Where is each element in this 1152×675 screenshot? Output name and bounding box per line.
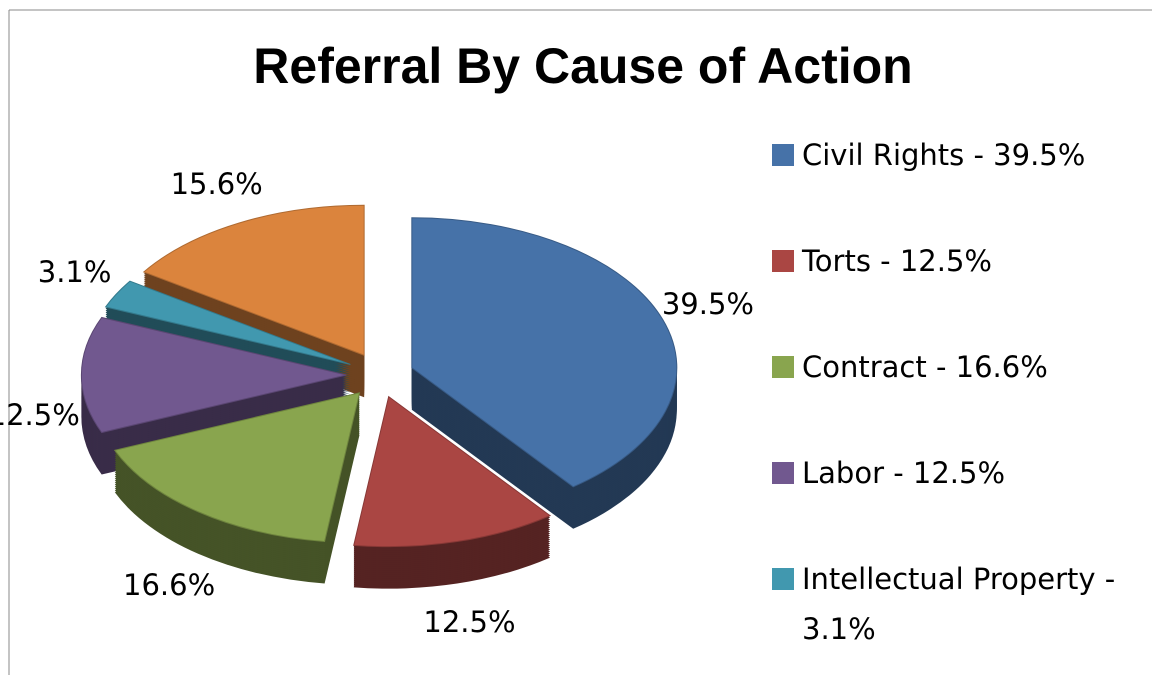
data-label: 12.5%	[0, 398, 80, 432]
legend-item: Intellectual Property - 3.1%	[772, 554, 1142, 660]
legend: Civil Rights - 39.5% Torts - 12.5% Contrac…	[772, 130, 1142, 660]
legend-label: Intellectual Property - 3.1%	[802, 562, 1116, 646]
data-label: 16.6%	[123, 568, 215, 602]
legend-label: Civil Rights - 39.5%	[802, 138, 1086, 172]
slice	[113, 392, 361, 542]
legend-item: Labor - 12.5%	[772, 448, 1142, 554]
legend-swatch	[772, 568, 794, 590]
slice	[142, 204, 365, 356]
legend-swatch	[772, 462, 794, 484]
slice	[104, 280, 351, 365]
pie	[80, 204, 678, 589]
slice	[80, 316, 347, 434]
data-label: 12.5%	[423, 605, 515, 639]
legend-item: Civil Rights - 39.5%	[772, 130, 1142, 236]
legend-label: Torts - 12.5%	[802, 244, 992, 278]
data-label: 39.5%	[662, 287, 754, 321]
slice	[353, 395, 552, 548]
legend-item: Torts - 12.5%	[772, 236, 1142, 342]
legend-label: Labor - 12.5%	[802, 456, 1006, 490]
slice	[411, 217, 678, 488]
legend-item: Contract - 16.6%	[772, 342, 1142, 448]
chart-title: Referral By Cause of Action	[253, 38, 912, 94]
data-label: 3.1%	[38, 255, 112, 289]
data-label: 15.6%	[171, 167, 263, 201]
legend-swatch	[772, 144, 794, 166]
legend-swatch	[772, 250, 794, 272]
legend-swatch	[772, 356, 794, 378]
legend-label: Contract - 16.6%	[802, 350, 1048, 384]
